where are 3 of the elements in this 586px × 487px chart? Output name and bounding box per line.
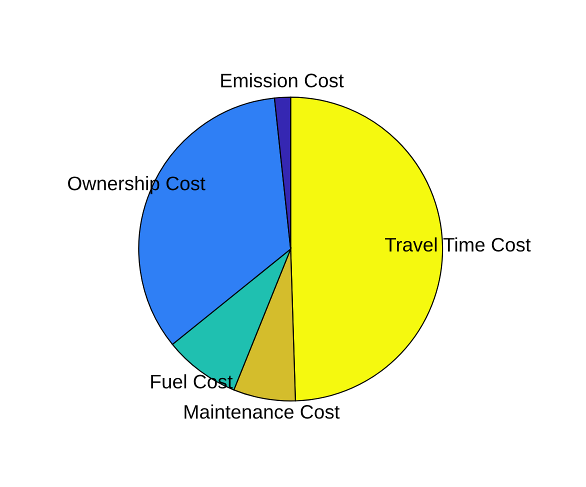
slice-label: Travel Time Cost	[385, 237, 531, 252]
slice-label: Maintenance Cost	[184, 404, 340, 419]
slice-label: Emission Cost	[221, 73, 344, 88]
